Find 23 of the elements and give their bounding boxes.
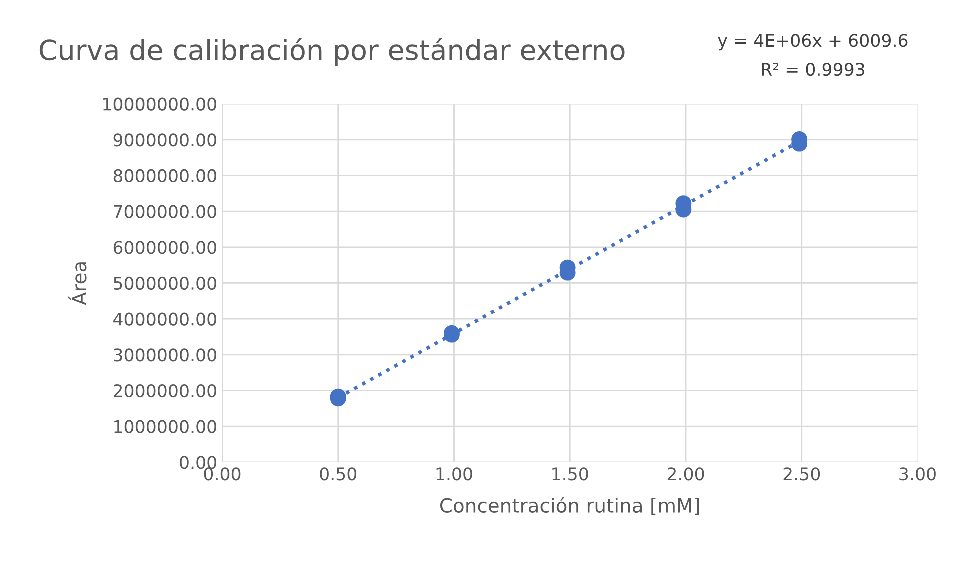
y-tick-label: 6000000.00 [114, 241, 216, 254]
x-tick-label: 0.50 [320, 468, 357, 481]
x-tick-label: 2.50 [784, 468, 820, 481]
y-tick-label: 10000000.00 [104, 98, 216, 111]
y-tick-label: 4000000.00 [114, 312, 216, 326]
x-axis-title: Concentración rutina [mM] [440, 497, 700, 516]
y-tick-label: 3000000.00 [114, 348, 216, 362]
x-tick-label: 2.00 [668, 468, 704, 481]
y-tick-label: 8000000.00 [114, 169, 216, 183]
x-tick-label: 3.00 [900, 468, 936, 481]
y-tick-label: 0.00 [180, 456, 216, 470]
y-tick-label: 2000000.00 [114, 384, 216, 398]
y-tick-label: 9000000.00 [114, 134, 216, 147]
y-tick-label: 1000000.00 [114, 420, 216, 434]
x-tick-label: 1.00 [436, 468, 472, 481]
y-axis-title: Área [68, 262, 87, 306]
y-tick-label: 5000000.00 [114, 276, 216, 290]
y-tick-label: 7000000.00 [114, 205, 216, 218]
x-tick-label: 0.00 [204, 468, 241, 481]
x-tick-label: 1.50 [552, 468, 588, 481]
text: R² = 0.9993 [762, 63, 865, 76]
chart-title: Curva de calibración por estándar externo [40, 38, 625, 66]
text: y = 4E+06x + 6009.6 [718, 34, 908, 51]
